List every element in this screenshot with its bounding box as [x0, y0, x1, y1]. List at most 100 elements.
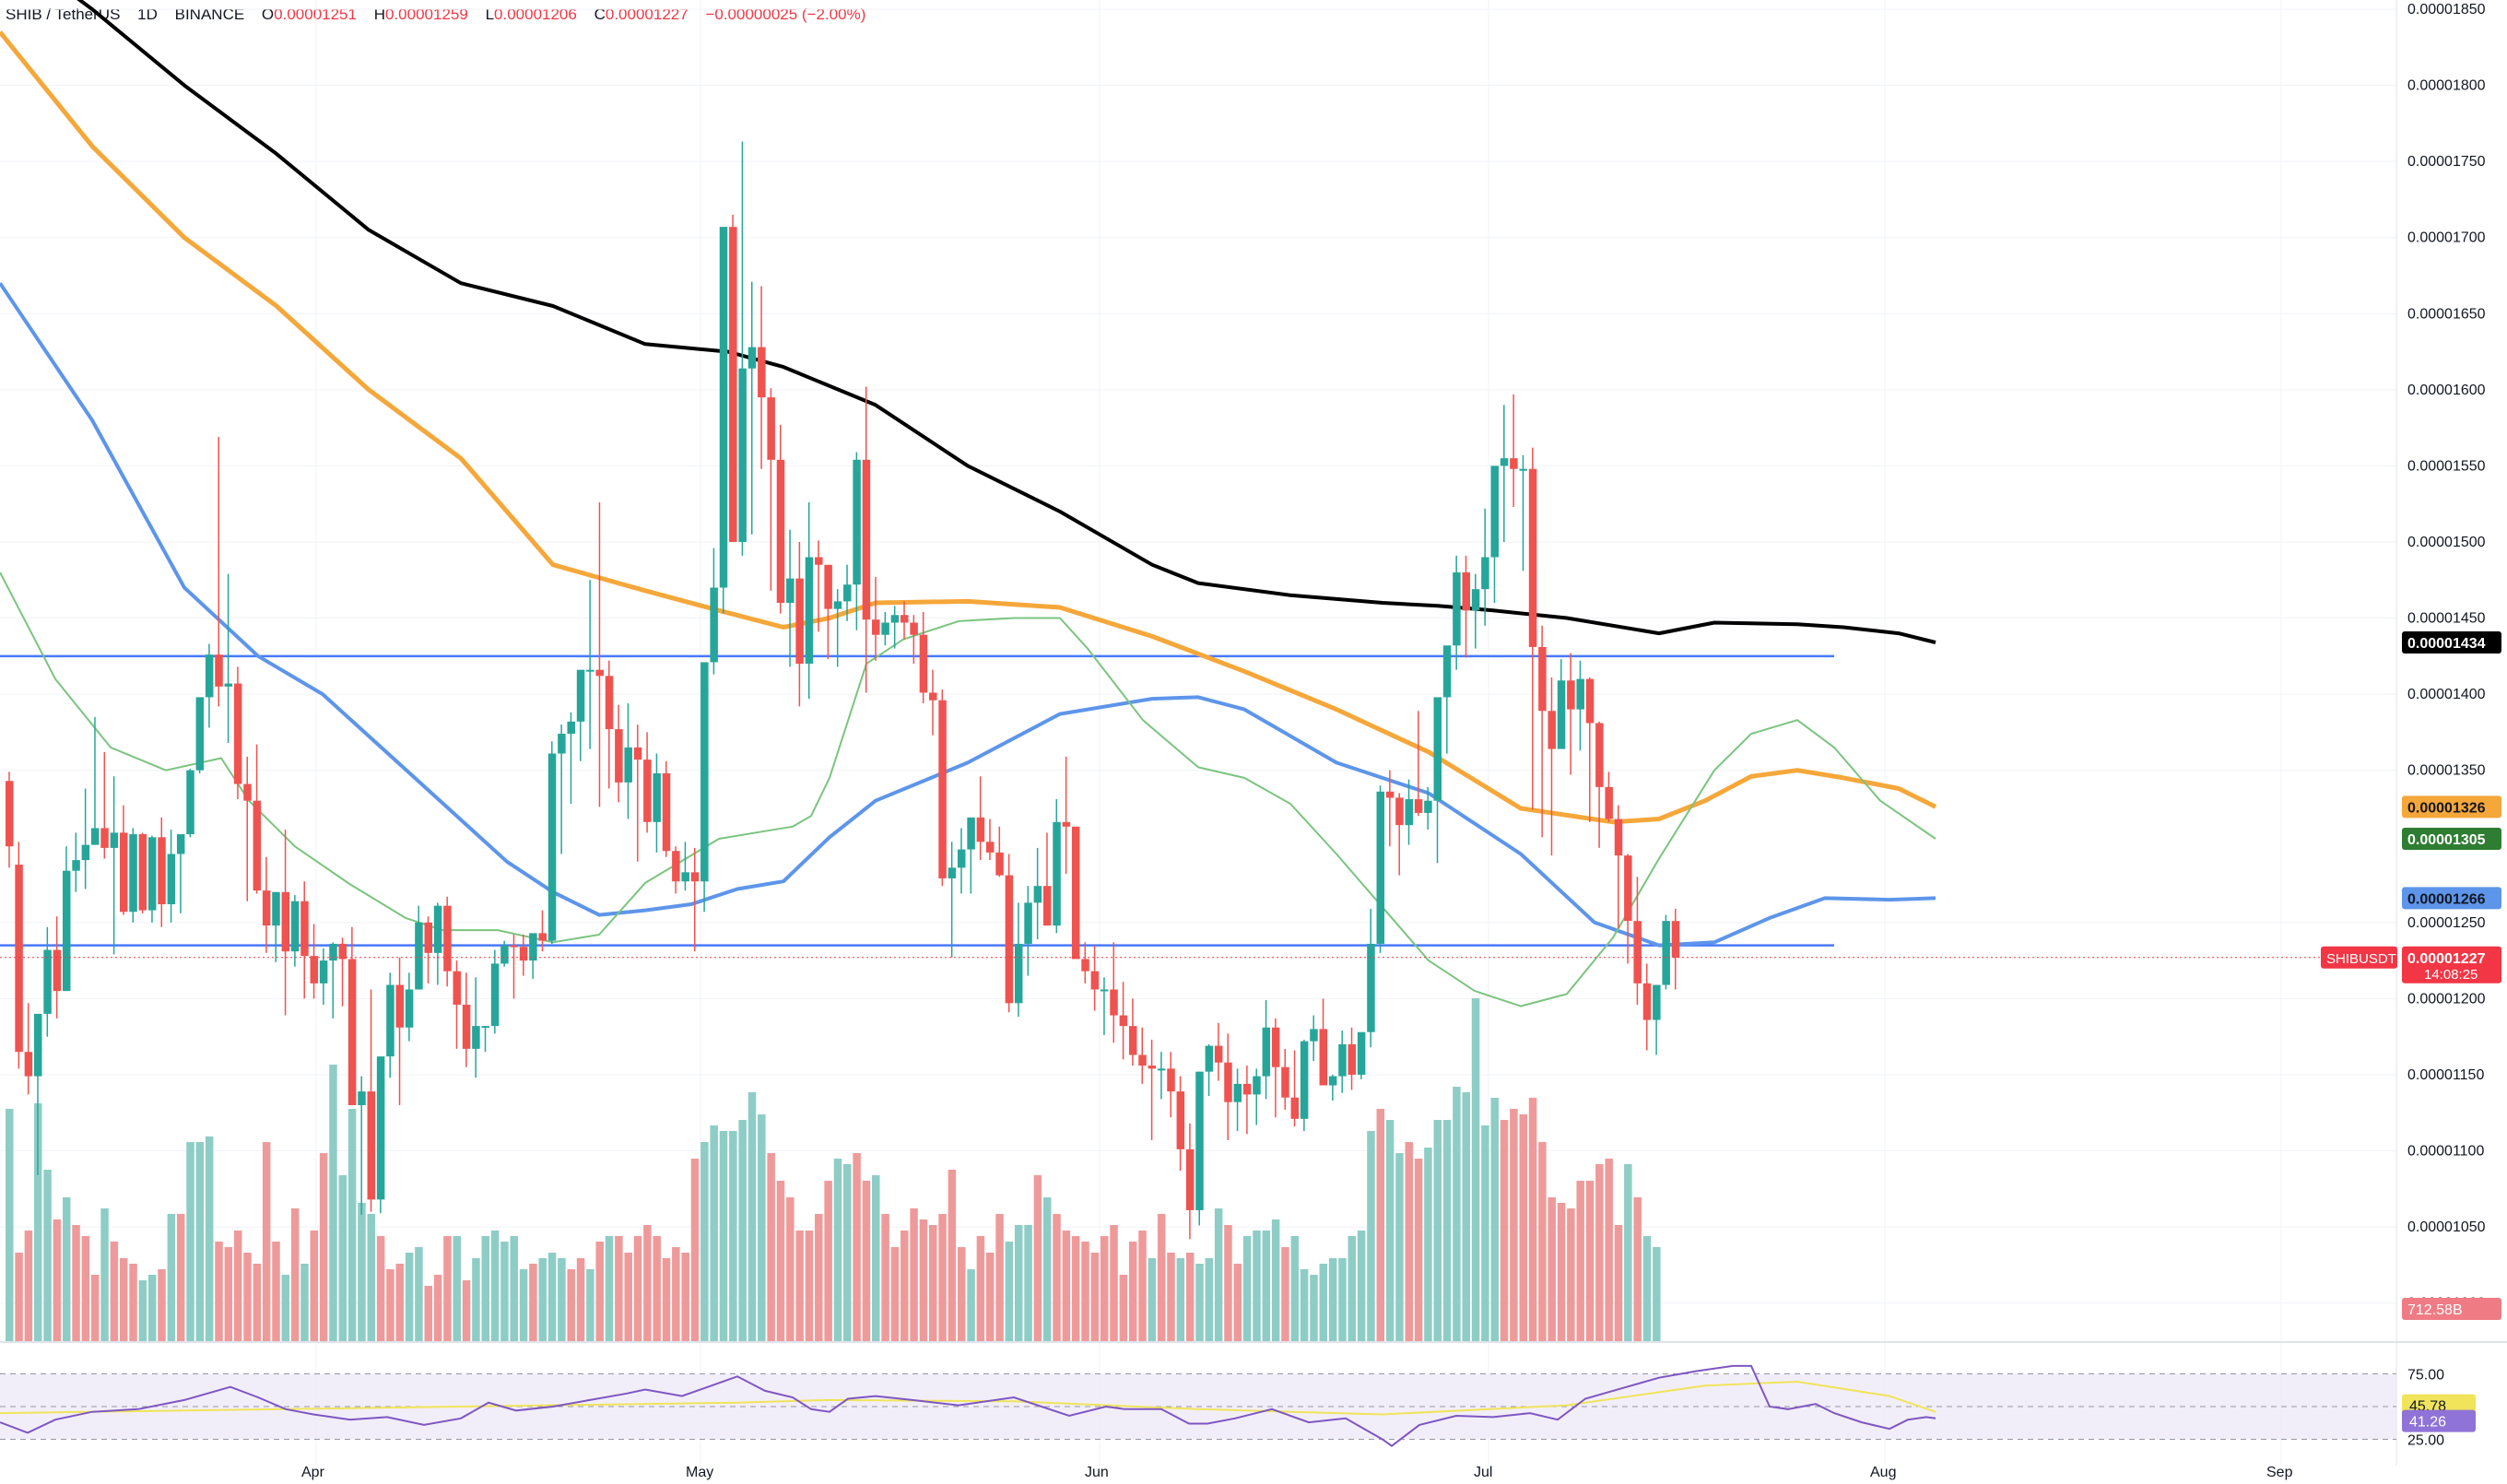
volume-bar: [367, 1214, 376, 1341]
candle-body: [1671, 921, 1680, 958]
candle-body: [1081, 959, 1089, 972]
candle-body: [1548, 711, 1556, 749]
volume-bar: [176, 1214, 185, 1341]
volume-label-value: 712.58B: [2407, 1302, 2463, 1318]
price-tick-label: 0.00001150: [2407, 1067, 2484, 1083]
volume-bar: [824, 1181, 832, 1341]
candle-body: [929, 692, 937, 701]
candle-body: [1624, 855, 1632, 922]
candle-body: [1642, 983, 1652, 1020]
candle-body: [805, 557, 814, 665]
volume-bar: [1357, 1231, 1366, 1341]
volume-bar: [1576, 1181, 1584, 1341]
volume-bar: [1262, 1231, 1271, 1341]
price-tick-label: 0.00001200: [2407, 991, 2486, 1007]
volume-bar: [653, 1236, 661, 1341]
price-label-badge: [2402, 630, 2501, 654]
price-tick-label: 0.00001050: [2407, 1219, 2486, 1235]
volume-bar: [224, 1247, 233, 1341]
candle-body: [338, 943, 347, 960]
close-label: C: [594, 6, 606, 23]
rsi-tick-label: 75.00: [2407, 1367, 2444, 1383]
volume-bar: [1224, 1225, 1232, 1341]
volume-bar: [881, 1214, 889, 1341]
candle-body: [1053, 821, 1061, 926]
volume-bar: [1081, 1242, 1089, 1341]
candle-body: [433, 905, 442, 953]
volume-bar: [1567, 1208, 1575, 1341]
time-axis-label: Jun: [1085, 1465, 1109, 1480]
time-axis-label: Apr: [301, 1465, 325, 1480]
volume-bar: [995, 1214, 1004, 1341]
candle-body: [290, 901, 300, 952]
volume-bar: [786, 1197, 794, 1341]
change-value: −0.00000025 (−2.00%): [705, 6, 866, 23]
volume-bar: [662, 1258, 671, 1341]
volume-bar: [15, 1253, 23, 1341]
interval[interactable]: 1D: [137, 6, 158, 23]
volume-bar: [795, 1231, 804, 1341]
candle-body: [1110, 989, 1118, 1016]
volume-bar: [376, 1236, 385, 1341]
candle-body: [281, 891, 290, 952]
candle-body: [395, 984, 405, 1028]
volume-bar: [1595, 1164, 1604, 1341]
candle-body: [1595, 723, 1604, 787]
candle-body: [1242, 1083, 1252, 1095]
volume-bar: [1433, 1120, 1442, 1341]
candle-body: [405, 989, 414, 1028]
candle-body: [1100, 989, 1109, 992]
candle-body: [967, 817, 975, 850]
candle-body: [1271, 1027, 1280, 1067]
candle-body: [633, 747, 642, 760]
high-label: H: [373, 6, 385, 23]
candle-body: [1395, 797, 1404, 826]
volume-bar: [1090, 1253, 1100, 1341]
volume-bar: [633, 1236, 642, 1341]
volume-bar: [729, 1131, 737, 1341]
time-axis-label: May: [686, 1465, 713, 1480]
candle-body: [1376, 791, 1385, 944]
price-label-value: 0.00001434: [2407, 636, 2486, 652]
volume-bar: [767, 1153, 775, 1341]
volume-bar: [862, 1181, 871, 1341]
volume-bar: [595, 1242, 604, 1341]
rsi-ma-line: [0, 1380, 1936, 1416]
volume-bar: [233, 1231, 242, 1341]
volume-bar: [415, 1247, 423, 1341]
symbol-header: SHIB / TetherUS 1D BINANCE O0.00001251 H…: [6, 6, 865, 24]
candle-body: [872, 619, 880, 635]
volume-bar: [443, 1236, 452, 1341]
price-label-value: 0.00001326: [2407, 800, 2486, 816]
volume-bar: [1624, 1164, 1632, 1341]
price-tick-label: 0.00001350: [2407, 763, 2486, 779]
volume-bar: [129, 1264, 137, 1341]
candle-body: [310, 956, 319, 983]
volume-bar: [24, 1231, 33, 1341]
volume-bar: [1214, 1208, 1223, 1341]
candle-body: [129, 834, 137, 913]
volume-bar: [481, 1236, 489, 1341]
volume-bar: [1310, 1275, 1318, 1341]
volume-bar: [405, 1253, 414, 1341]
candle-body: [1557, 680, 1566, 749]
candle-body: [538, 933, 547, 941]
candle-body: [1138, 1054, 1147, 1066]
candle-body: [215, 654, 223, 687]
rsi-line: [0, 1364, 1936, 1447]
candle-body: [1357, 1031, 1366, 1075]
candle-body: [1538, 646, 1547, 712]
volume-bar: [72, 1225, 80, 1341]
volume-bar: [900, 1231, 909, 1341]
volume-bar: [186, 1142, 194, 1341]
candle-body: [1214, 1045, 1223, 1063]
candle-body: [1148, 1066, 1157, 1069]
volume-bar: [395, 1264, 405, 1341]
candle-body: [253, 800, 262, 891]
moving-average-line: [0, 30, 1937, 825]
candle-body: [1576, 678, 1584, 710]
price-label-value: 0.00001305: [2407, 832, 2486, 848]
candle-body: [367, 1091, 376, 1200]
candle-body: [224, 683, 233, 687]
